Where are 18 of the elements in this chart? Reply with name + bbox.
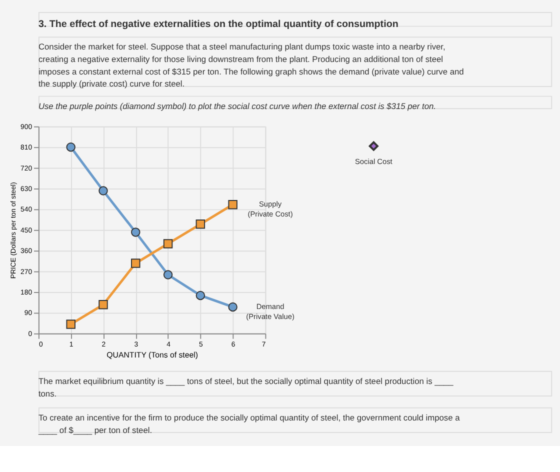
point [163,239,173,248]
x-axis-title: QUANTITY (Tons of steel) [106,350,198,360]
point [196,290,206,300]
chart-title: 3. The effect of negative externalities on the optimal quantity of consumption [38,18,398,30]
point [228,302,238,312]
chart-subtitle: Consider the market for steel. Suppose that a steel manufacturing plant dumps toxic waste into a nearby river, creating a negative externality for those living downstream from the plant. Producing an additional ton of steel imposes a constant external cost of $315 per ton. The following graph shows the demand (private value) curve and the supply (private cost) curve for steel. [38,42,464,89]
text: The market equilibrium quantity is ____ tons of steel, but the socially optimal quantity of steel production is ____ tons. [38,376,454,398]
point [228,200,238,210]
point [196,220,206,229]
text: To create an incentive for the firm to produce the socially optimal quantity of steel, the government could impose a ____ of $____ per ton of steel. [37,412,460,435]
point [66,320,76,329]
point [98,186,108,196]
point [131,228,140,237]
point [131,258,140,268]
point [66,142,76,152]
point [163,270,173,280]
text: Use the purple points (diamond symbol) to plot the social cost curve when the external cost is $315 per ton. [38,100,436,111]
point [98,300,108,310]
